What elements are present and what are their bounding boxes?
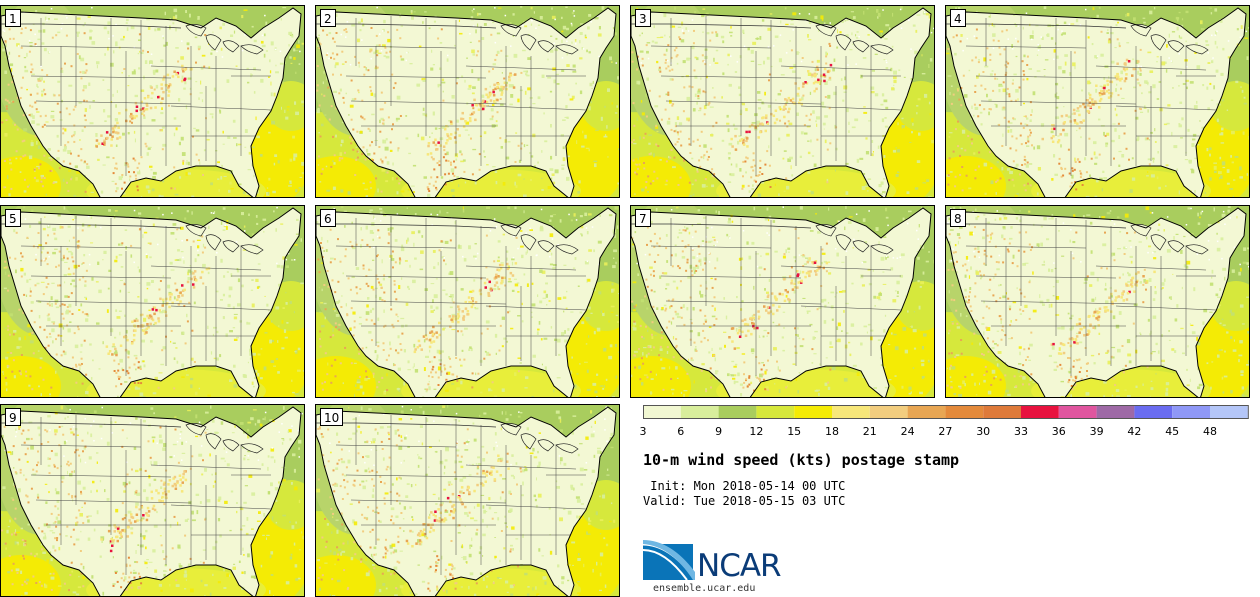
map-panel-2: 2 (315, 5, 620, 198)
colorbar (643, 405, 1249, 419)
map-panel-9: 9 (0, 404, 305, 597)
colorbar-segment (869, 405, 908, 419)
map-image (1, 405, 304, 596)
colorbar-tick-label: 27 (938, 425, 953, 438)
colorbar-tick-label: 45 (1165, 425, 1180, 438)
colorbar-tick-label: 18 (825, 425, 839, 438)
colorbar-segment (832, 405, 870, 419)
chart-title: 10-m wind speed (kts) postage stamp (643, 451, 960, 469)
map-panel-3: 3 (630, 5, 935, 198)
map-image (946, 6, 1249, 197)
ncar-logo-icon (643, 540, 695, 580)
site-url: ensemble.ucar.edu (653, 583, 756, 594)
member-label: 5 (5, 209, 21, 227)
member-label: 3 (635, 9, 651, 27)
colorbar-segment (1134, 405, 1173, 419)
colorbar-segment (718, 405, 757, 419)
colorbar-tick-label: 39 (1089, 425, 1104, 438)
map-panel-10: 10 (315, 404, 620, 597)
map-panel-8: 8 (945, 205, 1250, 398)
map-panel-4: 4 (945, 5, 1250, 198)
member-label: 6 (320, 209, 336, 227)
colorbar-tick-label: 36 (1051, 425, 1066, 438)
colorbar-segment (1058, 405, 1097, 419)
member-label: 4 (950, 9, 966, 27)
map-image (316, 6, 619, 197)
map-panel-1: 1 (0, 5, 305, 198)
valid-time: Valid: Tue 2018-05-15 03 UTC (643, 494, 846, 508)
map-image (946, 206, 1249, 397)
map-panel-5: 5 (0, 205, 305, 398)
map-panel-6: 6 (315, 205, 620, 398)
colorbar-segment (945, 405, 984, 419)
init-time: Init: Mon 2018-05-14 00 UTC (643, 479, 846, 493)
map-image (1, 6, 304, 197)
map-image (631, 6, 934, 197)
colorbar-segment (643, 405, 681, 419)
map-image (316, 405, 619, 596)
colorbar-segment (680, 405, 719, 419)
colorbar-tick-label: 30 (976, 425, 991, 438)
map-image (316, 206, 619, 397)
member-label: 2 (320, 9, 336, 27)
colorbar-tick-label: 48 (1203, 425, 1217, 438)
colorbar-segment (1021, 405, 1059, 419)
colorbar-segment (983, 405, 1021, 419)
member-label: 7 (635, 209, 651, 227)
colorbar-segment (1172, 405, 1210, 419)
colorbar-tick-label: 21 (862, 425, 877, 438)
colorbar-tick-label: 24 (900, 425, 915, 438)
member-label: 8 (950, 209, 966, 227)
colorbar-tick-label: 9 (715, 425, 723, 438)
colorbar-segment (907, 405, 946, 419)
colorbar-tick-label: 42 (1127, 425, 1142, 438)
member-label: 9 (5, 408, 21, 426)
colorbar-tick-label: 15 (787, 425, 802, 438)
member-label: 10 (320, 408, 344, 426)
colorbar-segment (756, 405, 795, 419)
colorbar-tick-label: 6 (677, 425, 685, 438)
map-image (631, 206, 934, 397)
map-image (1, 206, 304, 397)
member-label: 1 (5, 9, 21, 27)
map-panel-7: 7 (630, 205, 935, 398)
colorbar-tick-label: 12 (749, 425, 764, 438)
ncar-logo-text: NCAR (697, 548, 782, 584)
colorbar-segment (1096, 405, 1135, 419)
colorbar-segment (794, 405, 832, 419)
colorbar-segment (1210, 405, 1248, 419)
colorbar-tick-label: 33 (1014, 425, 1028, 438)
colorbar-tick-label: 3 (639, 425, 647, 438)
